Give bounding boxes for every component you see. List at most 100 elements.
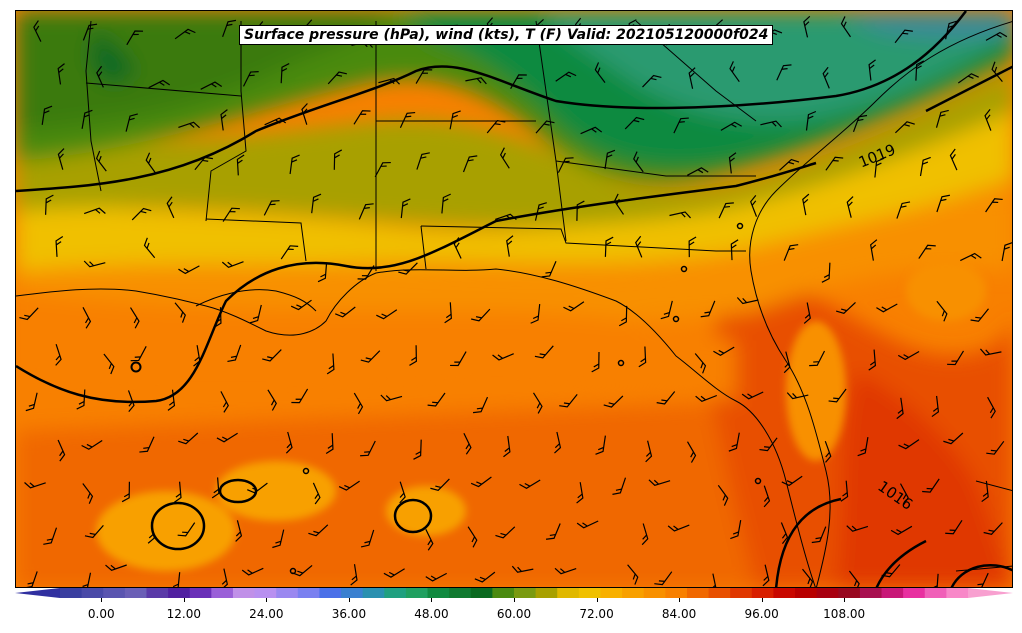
wind-barb (985, 198, 1003, 213)
wind-barb (821, 262, 831, 283)
wind-barb (846, 196, 854, 218)
wind-barb (221, 261, 244, 268)
wind-barb (603, 395, 624, 408)
wind-barb (470, 476, 492, 488)
wind-barb (471, 308, 491, 322)
wind-barb (762, 564, 770, 587)
colorbar-tick-label: 12.00 (166, 607, 201, 621)
wind-barb (728, 432, 740, 452)
wind-barb (688, 67, 696, 89)
wind-barb (922, 478, 940, 493)
wind-barb (55, 344, 62, 366)
wind-barb (534, 345, 554, 359)
wind-barb (19, 307, 39, 321)
colorbar-tick-mark (183, 598, 185, 602)
wind-barb (415, 69, 433, 84)
wind-barb (353, 392, 364, 415)
colorbar-segment (924, 588, 947, 598)
wind-barb (83, 260, 106, 268)
wind-barb (760, 120, 782, 128)
wind-barb (43, 527, 58, 545)
wind-barb (465, 77, 487, 85)
wind-barb (103, 353, 115, 375)
colorbar-tick-label: 84.00 (661, 607, 697, 621)
wind-barb (353, 110, 371, 125)
wind-barb (170, 572, 181, 587)
wind-barb (783, 351, 791, 374)
wind-barb (627, 564, 639, 585)
colorbar-tick-label: 24.00 (249, 607, 284, 621)
wind-barb (985, 31, 1008, 41)
wind-barb (945, 20, 957, 40)
wind-barb (267, 389, 277, 411)
wind-barb (783, 244, 799, 261)
wind-barb (453, 237, 462, 259)
colorbar-segment (470, 588, 493, 598)
colorbar-tick-label: 108.00 (823, 607, 866, 621)
wind-barb (694, 353, 707, 374)
map-title: Surface pressure (hPa), wind (kts), T (F… (239, 25, 774, 45)
wind-barb (249, 304, 262, 324)
wind-barb (178, 265, 200, 275)
wind-barb (76, 389, 86, 410)
wind-barb (227, 344, 242, 363)
wind-barb (360, 529, 375, 548)
wind-barb (129, 307, 140, 329)
wind-barb (530, 304, 541, 324)
colorbar-tick-label: 96.00 (744, 607, 779, 621)
wind-barb (486, 119, 506, 134)
wind-barb (441, 193, 451, 214)
wind-barb (825, 156, 844, 171)
wind-barb (857, 436, 869, 457)
wind-barb (360, 350, 381, 363)
wind-barb (242, 71, 259, 87)
wind-barb (890, 525, 913, 536)
colorbar-segment (384, 588, 407, 598)
wind-barb (759, 437, 778, 452)
colorbar-tick-mark (431, 598, 433, 602)
wind-barb (894, 121, 915, 134)
wind-barb (846, 525, 869, 532)
map-panel: 1019 1016 Surface pressure (hPa), wind (… (15, 10, 1013, 588)
wind-barb (709, 573, 717, 587)
wind-barb (559, 394, 578, 408)
colorbar-segment (838, 588, 861, 598)
wind-barb (822, 66, 830, 89)
wind-barb (499, 147, 510, 169)
wind-barb (177, 522, 196, 537)
wind-barb (686, 441, 697, 463)
colorbar-segment (514, 588, 537, 598)
colorbar-segment (643, 588, 666, 598)
wind-barb (700, 300, 716, 318)
wind-barb (638, 346, 647, 368)
wind-barb (57, 63, 65, 85)
wind-barb (317, 262, 328, 283)
wind-barb (779, 158, 800, 171)
colorbar-segment (859, 588, 883, 598)
wind-barb (894, 29, 913, 44)
wind-barb (57, 148, 65, 170)
wind-barb (781, 475, 803, 487)
wind-barb (398, 262, 418, 275)
temperature-map: 1019 1016 (16, 11, 1012, 587)
wind-barb (947, 350, 965, 366)
colorbar-segment (427, 588, 450, 598)
isobars (16, 11, 1012, 587)
colorbar-segment (578, 588, 601, 598)
wind-barb (669, 211, 691, 219)
wind-barb (613, 193, 624, 215)
wind-barb (247, 482, 268, 494)
colorbar-tick-mark (348, 598, 350, 602)
wind-barb (763, 485, 771, 508)
wind-barb (645, 440, 653, 463)
colorbar-segment (211, 588, 234, 598)
wind-barb (430, 478, 450, 491)
colorbar-tick-mark (596, 598, 598, 602)
colorbar-tick-label: 0.00 (87, 607, 115, 621)
wind-barb (554, 567, 577, 575)
wind-barb (220, 391, 229, 413)
wind-barb (802, 568, 814, 587)
wind-barb (449, 110, 461, 130)
wind-barb (741, 391, 764, 400)
wind-barb (416, 152, 430, 170)
